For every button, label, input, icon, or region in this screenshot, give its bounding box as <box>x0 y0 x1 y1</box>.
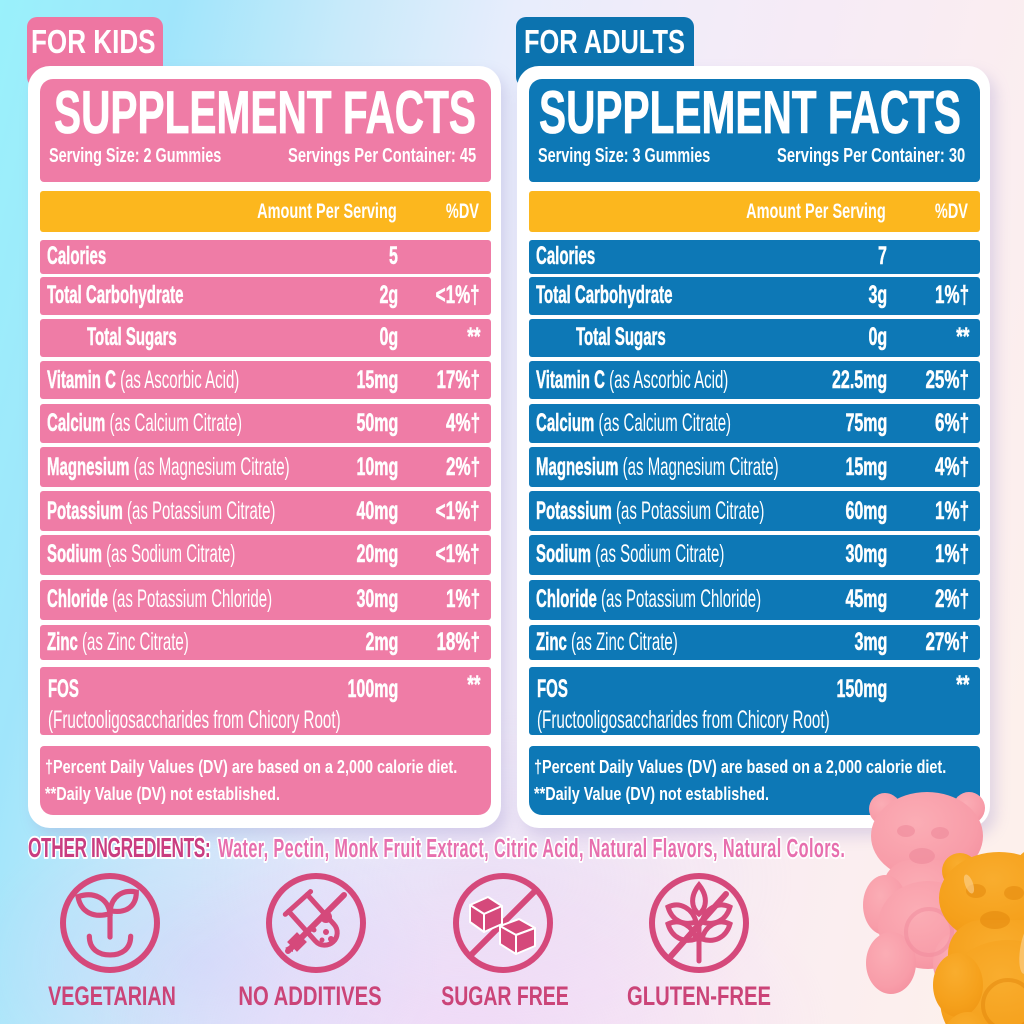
svg-text:OTHER INGREDIENTS:: OTHER INGREDIENTS: <box>28 832 211 863</box>
svg-text:Water, Pectin, Monk Fruit Extr: Water, Pectin, Monk Fruit Extract, Citri… <box>218 833 845 863</box>
